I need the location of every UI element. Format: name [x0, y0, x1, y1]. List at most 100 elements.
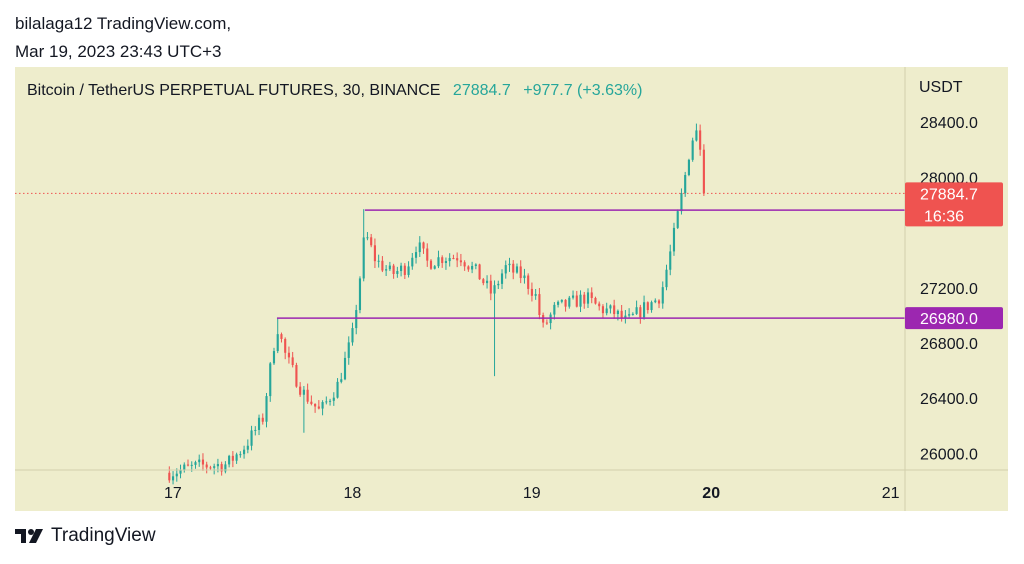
x-tick-label-0: 17	[164, 485, 182, 502]
candle-body-69	[426, 248, 429, 261]
candle-body-42	[325, 401, 328, 403]
candle-body-92	[512, 263, 515, 273]
candle-body-141	[695, 130, 698, 141]
candle-body-62	[400, 265, 403, 272]
candle-body-103	[553, 304, 556, 315]
candle-body-4	[183, 464, 186, 470]
candle-body-115	[598, 303, 601, 307]
y-tick-label-5: 26000.0	[920, 446, 978, 463]
candle-body-44	[332, 397, 335, 401]
candle-body-58	[385, 269, 388, 271]
candle-body-63	[403, 265, 406, 275]
candle-body-26	[265, 396, 268, 422]
candle-body-67	[418, 242, 421, 253]
candle-body-0	[168, 472, 171, 481]
candle-body-52	[362, 237, 365, 279]
candle-body-140	[691, 140, 694, 160]
candle-body-59	[388, 265, 391, 270]
candle-body-64	[407, 266, 410, 275]
candle-body-117	[605, 308, 608, 314]
candle-body-71	[433, 266, 436, 269]
y-tick-label-4: 26400.0	[920, 391, 978, 408]
candle-body-20	[243, 449, 246, 455]
x-tick-label-1: 18	[343, 485, 361, 502]
candle-body-101	[545, 322, 548, 324]
candle-body-30	[280, 334, 283, 339]
chart-panel[interactable]: USDT 28400.0 28000.0 27200.0 26800.0 26400.0…	[15, 67, 1008, 511]
candle-body-138	[684, 175, 687, 194]
candle-body-47	[343, 357, 347, 380]
candle-body-37	[306, 389, 309, 402]
candle-body-45	[336, 381, 339, 398]
footer-brand[interactable]: TradingView	[15, 525, 156, 547]
current-price-tag	[905, 182, 1003, 227]
price-axis-unit: USDT	[919, 79, 963, 96]
candle-body-133	[665, 269, 668, 288]
candle-body-54	[370, 237, 373, 246]
candle-body-99	[538, 294, 541, 315]
candle-body-13	[216, 464, 219, 467]
candle-body-53	[366, 237, 369, 239]
y-tick-label-3: 26800.0	[920, 336, 978, 353]
candle-body-16	[228, 455, 231, 465]
candle-body-134	[669, 251, 672, 270]
candle-body-87	[493, 285, 496, 294]
candle-body-93	[515, 266, 519, 273]
candle-body-97	[530, 288, 533, 296]
candle-body-132	[661, 287, 664, 304]
candle-body-135	[672, 227, 676, 252]
candle-body-31	[284, 338, 287, 353]
candle-body-5	[186, 464, 190, 466]
candle-body-12	[213, 466, 216, 468]
symbol-label: Bitcoin / TetherUS PERPETUAL FUTURES, 30…	[27, 82, 441, 99]
candle-body-124	[631, 313, 634, 315]
level-price-label-1: 26980.0	[920, 311, 978, 328]
candle-body-80	[467, 266, 470, 270]
candle-body-121	[620, 310, 623, 319]
candle-body-56	[377, 260, 380, 262]
candle-body-29	[276, 334, 279, 352]
candle-body-79	[463, 262, 466, 267]
candle-body-70	[429, 260, 433, 269]
candle-body-38	[310, 401, 313, 404]
candle-body-76	[452, 258, 455, 260]
candle-body-36	[302, 389, 305, 395]
bar-countdown-label: 16:36	[924, 208, 964, 225]
last-price-label: 27884.7	[452, 82, 511, 99]
candle-body-35	[299, 386, 302, 395]
candle-body-33	[291, 357, 294, 366]
candle-body-88	[497, 283, 500, 286]
candle-body-74	[444, 261, 448, 264]
tradingview-logo-icon	[15, 529, 43, 543]
candle-body-77	[456, 258, 459, 261]
candle-body-85	[485, 280, 489, 284]
candle-body-8	[198, 459, 201, 463]
candle-body-96	[527, 275, 530, 289]
candle-body-126	[639, 307, 642, 318]
candle-body-2	[175, 473, 178, 477]
candle-body-55	[373, 245, 376, 262]
candle-body-142	[699, 130, 702, 150]
y-tick-label-2: 27200.0	[920, 281, 978, 298]
candle-body-68	[422, 242, 425, 249]
x-tick-label-2: 19	[523, 485, 541, 502]
price-chart[interactable]: USDT 28400.028000.027200.026800.026400.0…	[15, 67, 1008, 511]
candle-body-107	[568, 297, 571, 307]
candle-body-9	[201, 459, 205, 465]
candle-body-86	[489, 280, 492, 294]
axis-group: USDT 28400.028000.027200.026800.026400.0…	[15, 67, 1008, 511]
candle-body-72	[437, 257, 440, 267]
candle-body-18	[235, 454, 238, 461]
chart-legend: Bitcoin / TetherUS PERPETUAL FUTURES, 30…	[27, 82, 642, 100]
candle-body-50	[355, 310, 358, 329]
candle-body-130	[654, 300, 657, 303]
x-tick-label-3: 20	[702, 485, 720, 502]
candle-body-14	[220, 464, 223, 472]
candle-body-73	[441, 257, 444, 264]
level-price-tag-1	[905, 307, 1003, 330]
candle-body-95	[523, 275, 526, 279]
candle-body-49	[351, 328, 354, 343]
candle-body-22	[250, 430, 253, 446]
candle-body-116	[601, 306, 605, 314]
candle-body-19	[239, 454, 242, 456]
